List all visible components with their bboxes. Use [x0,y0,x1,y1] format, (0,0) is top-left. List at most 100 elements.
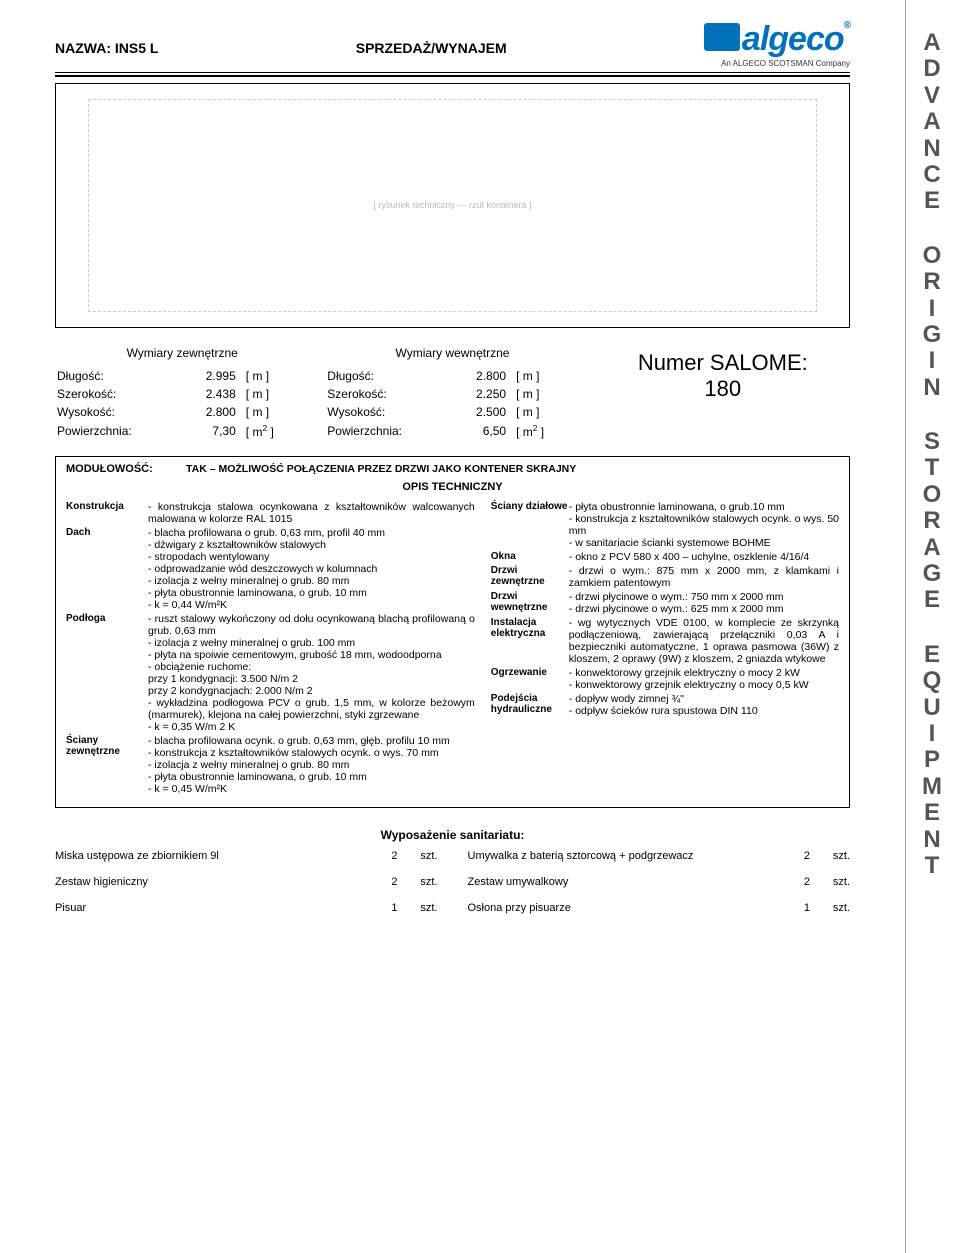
equipment-name: Zestaw higieniczny [55,876,368,888]
side-word-equipment: EQUIPMENT [922,642,944,880]
equipment-right: Umywalka z baterią sztorcową + podgrzewa… [468,850,851,928]
salome-block: Numer SALOME: 180 [596,346,850,442]
dims-label: Szerokość: [327,386,450,402]
equipment-row: Osłona przy pisuarze1szt. [468,902,851,914]
logo-subtitle: An ALGECO SCOTSMAN Company [704,59,850,68]
header-subtitle: SPRZEDAŻ/WYNAJEM [356,20,507,56]
spec-item: Instalacja elektryczna- wg wytycznych VD… [491,617,839,665]
spec-item: Podłoga- ruszt stalowy wykończony od doł… [66,613,475,733]
spec-desc: - blacha profilowana o grub. 0,63 mm, pr… [148,527,475,611]
modularity-label: MODUŁOWOŚĆ: [66,463,186,475]
side-letter: I [929,721,938,747]
name-block: NAZWA: INS5 L [55,20,158,56]
spec-item: Podejścia hydrauliczne- dopływ wody zimn… [491,693,839,717]
logo-block: algeco® An ALGECO SCOTSMAN Company [704,20,850,68]
spec-label: Dach [66,527,148,611]
equipment-qty: 2 [368,876,398,888]
equipment-left: Miska ustępowa ze zbiornikiem 9l2szt. Zes… [55,850,438,928]
technical-drawing-box: [ rysunek techniczny — rzut kontenera ] [55,83,850,328]
opis-left-col: Konstrukcja- konstrukcja stalowa ocynkow… [66,501,475,797]
side-letter: E [924,188,942,214]
equipment-row: Miska ustępowa ze zbiornikiem 9l2szt. [55,850,438,862]
dims-label: Szerokość: [57,386,180,402]
spec-desc: - drzwi o wym.: 875 mm x 2000 mm, z klam… [569,565,839,589]
dims-unit: [ m ] [246,404,308,420]
side-letter: A [923,30,942,56]
equipment-name: Umywalka z baterią sztorcową + podgrzewa… [468,850,781,862]
dims-value: 2.995 [182,368,244,384]
side-letter: P [924,747,942,773]
dims-label: Wysokość: [57,404,180,420]
spec-desc: - dopływ wody zimnej ¾" - odpływ ścieków… [569,693,839,717]
spec-desc: - blacha profilowana ocynk. o grub. 0,63… [148,735,475,795]
dims-label: Powierzchnia: [57,422,180,440]
side-letter: I [929,348,938,374]
equipment-unit: szt. [398,902,438,914]
header-divider-1 [55,72,850,73]
equipment-name: Osłona przy pisuarze [468,902,781,914]
side-word-origin: ORIGIN [923,243,944,401]
spec-item: Ściany zewnętrzne- blacha profilowana oc… [66,735,475,795]
side-letter: T [925,853,942,879]
opis-right-col: Ściany działowe- płyta obustronnie lamin… [491,501,839,797]
dims-value: 6,50 [452,422,514,440]
side-letter: R [923,508,942,534]
dims-value: 7,30 [182,422,244,440]
dims-unit: [ m ] [246,368,308,384]
spec-desc: - płyta obustronnie laminowana, o grub.1… [569,501,839,549]
logo-mark-icon [704,23,740,51]
equipment-unit: szt. [810,876,850,888]
side-letter: G [923,322,944,348]
equipment-qty: 2 [780,876,810,888]
spec-desc: - drzwi płycinowe o wym.: 750 mm x 2000 … [569,591,839,615]
dims-label: Długość: [57,368,180,384]
side-letter: E [924,587,942,613]
equipment-row: Zestaw higieniczny2szt. [55,876,438,888]
drawing-placeholder: [ rysunek techniczny — rzut kontenera ] [88,99,818,313]
equipment-unit: szt. [398,876,438,888]
equipment-unit: szt. [398,850,438,862]
spec-item: Drzwi wewnętrzne- drzwi płycinowe o wym.… [491,591,839,615]
dims-row: Długość:2.800[ m ] [327,368,577,384]
logo-text: algeco [742,20,844,58]
external-dims: Wymiary zewnętrzne Długość:2.995[ m ]Sze… [55,346,309,442]
opis-grid: Konstrukcja- konstrukcja stalowa ocynkow… [66,501,839,797]
int-dims-table: Długość:2.800[ m ]Szerokość:2.250[ m ]Wy… [325,366,579,442]
logo: algeco® [704,20,850,59]
dims-row: Powierzchnia:7,30[ m2 ] [57,422,307,440]
dims-unit: [ m2 ] [516,422,578,440]
side-letter: T [925,455,942,481]
dims-unit: [ m ] [516,404,578,420]
registered-icon: ® [844,20,850,31]
equipment-name: Pisuar [55,902,368,914]
dims-unit: [ m2 ] [246,422,308,440]
side-letter: Q [923,668,944,694]
equipment-title: Wyposażenie sanitariatu: [55,828,850,842]
equipment-qty: 2 [368,850,398,862]
side-letter: D [923,56,942,82]
equipment-row: Zestaw umywalkowy2szt. [468,876,851,888]
side-letter: N [923,136,942,162]
spec-label: Ogrzewanie [491,667,569,691]
dims-label: Powierzchnia: [327,422,450,440]
ext-dims-table: Długość:2.995[ m ]Szerokość:2.438[ m ]Wy… [55,366,309,442]
dims-row: Szerokość:2.438[ m ] [57,386,307,402]
side-letter: E [924,642,942,668]
salome-value: 180 [596,376,850,402]
spec-item: Ściany działowe- płyta obustronnie lamin… [491,501,839,549]
dims-value: 2.800 [182,404,244,420]
side-letter: O [923,243,944,269]
spec-desc: - wg wytycznych VDE 0100, w komplecie ze… [569,617,839,665]
equipment-qty: 1 [780,902,810,914]
dims-unit: [ m ] [516,368,578,384]
equipment-unit: szt. [810,850,850,862]
spec-item: Ogrzewanie- konwektorowy grzejnik elektr… [491,667,839,691]
spec-label: Podejścia hydrauliczne [491,693,569,717]
specs-box: MODUŁOWOŚĆ: TAK – MOŻLIWOŚĆ POŁĄCZENIA P… [55,456,850,808]
spec-desc: - konwektorowy grzejnik elektryczny o mo… [569,667,839,691]
page: ADVANCE ORIGIN STORAGE EQUIPMENT NAZWA: … [0,0,960,1253]
equipment-name: Zestaw umywalkowy [468,876,781,888]
ext-dims-title: Wymiary zewnętrzne [55,346,309,360]
dims-label: Wysokość: [327,404,450,420]
spec-desc: - okno z PCV 580 x 400 – uchylne, oszkle… [569,551,839,563]
